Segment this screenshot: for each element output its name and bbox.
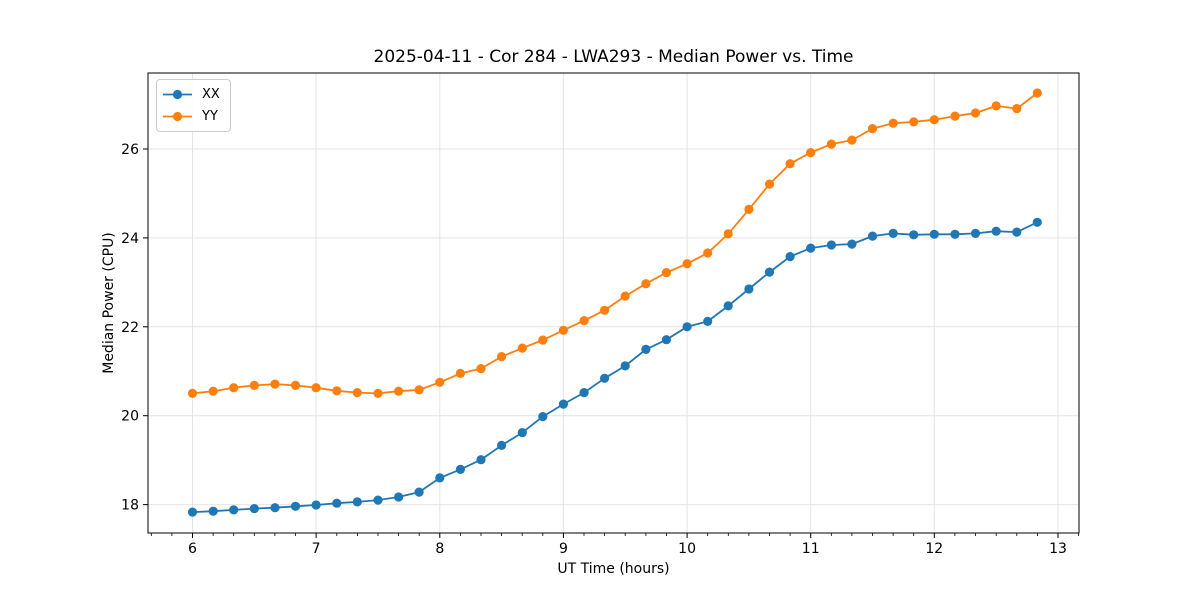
svg-text:7: 7	[312, 541, 321, 557]
legend-swatch-xx-icon	[163, 89, 192, 100]
x-axis-label: UT Time (hours)	[557, 561, 670, 577]
svg-text:13: 13	[1049, 541, 1067, 557]
chart-title: 2025-04-11 - Cor 284 - LWA293 - Median P…	[373, 47, 854, 67]
svg-text:11: 11	[802, 541, 820, 557]
svg-text:20: 20	[121, 409, 139, 425]
legend-label-yy: YY	[202, 109, 218, 124]
svg-text:26: 26	[121, 142, 139, 158]
svg-text:8: 8	[435, 541, 444, 557]
svg-text:24: 24	[121, 231, 139, 247]
legend-label-xx: XX	[202, 87, 220, 102]
legend: XX YY	[156, 79, 231, 132]
svg-text:22: 22	[121, 320, 139, 336]
svg-text:9: 9	[559, 541, 568, 557]
legend-swatch-yy-icon	[163, 111, 192, 122]
legend-item-yy: YY	[162, 107, 220, 126]
svg-text:18: 18	[121, 498, 139, 514]
svg-text:6: 6	[188, 541, 197, 557]
svg-text:12: 12	[925, 541, 943, 557]
svg-text:10: 10	[678, 541, 696, 557]
legend-item-xx: XX	[162, 85, 220, 104]
